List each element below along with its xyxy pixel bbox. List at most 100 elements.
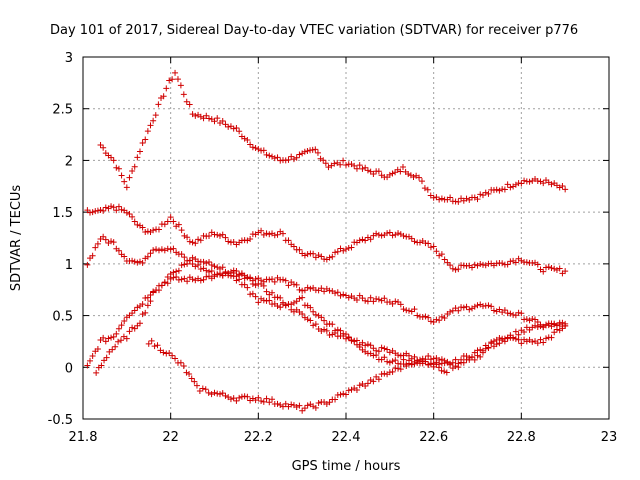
data-point <box>463 195 470 202</box>
data-point <box>192 263 199 270</box>
data-point <box>493 341 500 348</box>
data-point <box>433 194 440 201</box>
x-tick-label: 22.4 <box>332 430 361 445</box>
data-point <box>323 327 330 334</box>
data-point <box>301 405 308 412</box>
data-point <box>556 265 563 272</box>
data-point <box>359 236 366 243</box>
data-point <box>375 231 382 238</box>
data-point <box>301 287 308 294</box>
data-point <box>184 234 191 241</box>
data-point <box>87 357 94 364</box>
data-point <box>206 258 213 265</box>
data-point <box>542 335 549 342</box>
data-point <box>172 69 179 76</box>
data-point <box>170 218 177 225</box>
data-point <box>381 345 388 352</box>
data-point <box>343 162 349 169</box>
data-point <box>274 303 281 310</box>
data-point <box>290 299 297 306</box>
data-point <box>252 144 259 151</box>
data-point <box>147 298 154 305</box>
data-point <box>89 352 96 359</box>
data-point <box>477 260 484 267</box>
data-point <box>370 171 377 178</box>
data-point <box>482 262 489 269</box>
data-point <box>296 295 303 302</box>
data-point <box>136 148 143 155</box>
data-point <box>188 375 195 382</box>
data-point <box>241 393 248 400</box>
data-point <box>129 213 136 220</box>
data-point <box>277 304 284 311</box>
data-point <box>452 305 459 312</box>
data-point <box>367 342 374 349</box>
data-point <box>184 278 191 285</box>
data-point <box>167 214 174 221</box>
data-point <box>219 231 226 238</box>
data-point <box>545 263 552 270</box>
data-point <box>427 318 434 325</box>
data-point <box>315 399 322 406</box>
data-point <box>255 146 262 153</box>
data-point <box>183 98 190 105</box>
data-point <box>441 256 448 263</box>
data-point <box>386 359 393 366</box>
data-point <box>392 169 399 176</box>
data-point <box>126 210 133 217</box>
data-point <box>181 261 188 268</box>
data-point <box>186 257 193 264</box>
data-point <box>131 258 138 265</box>
data-point <box>395 352 402 359</box>
data-point <box>277 294 284 301</box>
data-point <box>131 325 138 332</box>
data-point <box>362 164 369 171</box>
data-point <box>343 246 349 253</box>
data-point <box>197 266 204 272</box>
data-point <box>269 153 276 160</box>
data-point <box>123 209 130 216</box>
data-point <box>510 334 517 341</box>
data-point <box>375 376 382 383</box>
data-point <box>389 232 396 239</box>
data-point <box>147 122 154 129</box>
data-point <box>244 137 251 143</box>
data-point <box>100 334 107 341</box>
data-point <box>266 231 273 238</box>
data-point <box>518 257 525 264</box>
data-point <box>537 336 544 343</box>
data-point <box>258 227 265 234</box>
data-point <box>542 264 549 271</box>
data-point <box>447 262 454 269</box>
data-point <box>293 404 300 411</box>
data-point <box>84 362 91 369</box>
data-point <box>334 248 341 255</box>
data-point <box>167 246 174 253</box>
data-point <box>414 312 421 319</box>
data-point <box>312 146 319 153</box>
series-track-3 <box>84 233 569 330</box>
data-point <box>515 331 522 338</box>
data-point <box>397 301 404 308</box>
data-point <box>411 353 418 360</box>
data-point <box>208 268 215 275</box>
data-point <box>562 268 569 275</box>
data-point <box>244 393 251 400</box>
data-point <box>247 274 254 281</box>
data-point <box>312 311 319 318</box>
data-point <box>523 259 530 266</box>
data-point <box>177 82 184 89</box>
data-point <box>150 247 157 254</box>
data-point <box>260 282 267 289</box>
data-point <box>108 238 115 245</box>
data-point <box>477 353 484 360</box>
data-point <box>304 402 311 409</box>
data-point <box>230 273 237 280</box>
data-point <box>455 198 462 205</box>
data-point <box>504 335 511 342</box>
data-point <box>553 322 560 329</box>
data-point <box>381 295 388 302</box>
series-track-2 <box>84 203 569 277</box>
data-point <box>452 266 459 273</box>
